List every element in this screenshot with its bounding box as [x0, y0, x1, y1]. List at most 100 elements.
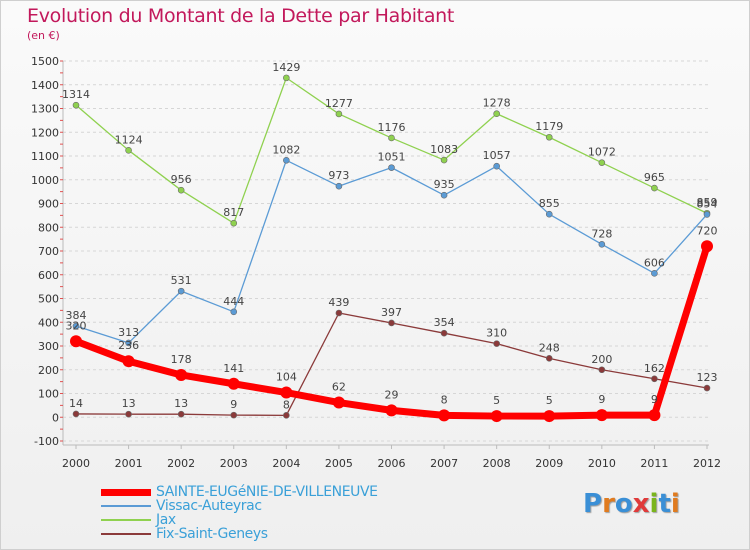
data-label: 1051 — [378, 151, 406, 164]
data-point — [438, 409, 451, 422]
data-point — [230, 308, 238, 316]
data-point — [388, 319, 395, 327]
data-label: 141 — [223, 362, 244, 375]
logo-letter: t — [658, 489, 671, 519]
data-label: 200 — [591, 353, 612, 366]
data-label: 162 — [644, 362, 665, 375]
data-label: 965 — [644, 171, 665, 184]
y-tick-label: 1200 — [31, 126, 59, 139]
y-tick-label: 500 — [38, 293, 59, 306]
data-point — [388, 134, 395, 142]
y-tick-label: -100 — [34, 435, 59, 448]
data-point — [230, 219, 238, 227]
legend-swatch — [101, 505, 151, 507]
data-label: 439 — [328, 296, 349, 309]
data-point — [440, 329, 448, 337]
data-point — [543, 410, 556, 423]
data-point — [335, 110, 343, 118]
data-point — [651, 270, 658, 277]
data-label: 9 — [651, 393, 658, 406]
data-point — [283, 412, 290, 419]
data-point — [227, 377, 240, 390]
x-tick-label: 2002 — [167, 457, 195, 470]
data-label: 320 — [66, 319, 87, 332]
data-point — [72, 410, 80, 418]
y-tick-label: 1500 — [31, 55, 59, 68]
data-label: 1124 — [115, 133, 143, 146]
logo-letter: r — [602, 489, 615, 519]
data-point — [125, 147, 132, 154]
data-point — [703, 211, 711, 218]
data-label: 606 — [644, 256, 665, 269]
data-point — [125, 339, 132, 347]
legend-swatch — [101, 488, 151, 496]
x-tick-label: 2009 — [535, 457, 563, 470]
x-tick-label: 2005 — [325, 457, 353, 470]
y-tick-label: 900 — [38, 198, 59, 211]
x-tick-label: 2006 — [378, 457, 406, 470]
data-label: 854 — [697, 197, 718, 210]
x-tick-label: 2001 — [115, 457, 143, 470]
data-point — [72, 322, 80, 330]
y-tick-label: 1100 — [31, 150, 59, 163]
y-tick-label: 100 — [38, 388, 59, 401]
data-label: 8 — [441, 393, 448, 406]
data-label: 178 — [171, 353, 192, 366]
logo-letter: o — [614, 489, 633, 519]
logo-letter: P — [583, 489, 603, 519]
data-label: 935 — [434, 178, 455, 191]
data-point — [493, 110, 500, 118]
data-label: 9 — [230, 398, 237, 411]
data-label: 1176 — [378, 121, 406, 134]
data-label: 1083 — [430, 143, 458, 156]
data-label: 29 — [385, 388, 399, 401]
data-point — [388, 164, 395, 171]
logo-letter: x — [632, 489, 650, 519]
data-point — [493, 162, 500, 170]
data-label: 1082 — [272, 143, 300, 156]
data-point — [332, 396, 345, 409]
y-tick-label: 600 — [38, 269, 59, 282]
data-point — [175, 368, 188, 381]
data-point — [125, 410, 132, 418]
y-tick-label: 1000 — [31, 174, 59, 187]
y-tick-label: 1300 — [31, 103, 59, 116]
legend-swatch — [101, 519, 151, 521]
legend-label: Jax — [156, 512, 176, 528]
data-label: 973 — [328, 169, 349, 182]
data-label: 855 — [539, 197, 560, 210]
data-label: 8 — [283, 398, 290, 411]
x-tick-label: 2012 — [693, 457, 721, 470]
data-label: 236 — [118, 339, 139, 352]
chart-title: Evolution du Montant de la Dette par Hab… — [27, 5, 455, 27]
data-point — [598, 366, 606, 374]
data-point — [651, 375, 658, 383]
data-label: 859 — [697, 196, 718, 209]
data-point — [545, 133, 553, 141]
data-point — [230, 411, 238, 419]
legend-swatch — [101, 533, 151, 535]
data-point — [598, 159, 606, 166]
data-label: 1179 — [535, 120, 563, 133]
data-point — [595, 409, 608, 422]
data-label: 123 — [697, 371, 718, 384]
data-label: 354 — [434, 316, 455, 329]
x-tick-label: 2007 — [430, 457, 458, 470]
y-tick-label: 700 — [38, 245, 59, 258]
data-label: 310 — [486, 327, 507, 340]
data-label: 444 — [223, 295, 244, 308]
data-point — [335, 309, 343, 317]
legend-label: Fix-Saint-Geneys — [156, 526, 268, 542]
y-tick-label: 1400 — [31, 79, 59, 92]
data-point — [703, 384, 711, 392]
data-point — [177, 186, 185, 194]
data-point — [335, 182, 343, 190]
data-label: 531 — [171, 274, 192, 287]
data-label: 720 — [697, 224, 718, 237]
data-point — [701, 240, 713, 253]
data-point — [280, 386, 293, 399]
data-point — [490, 410, 503, 423]
data-point — [598, 241, 606, 248]
